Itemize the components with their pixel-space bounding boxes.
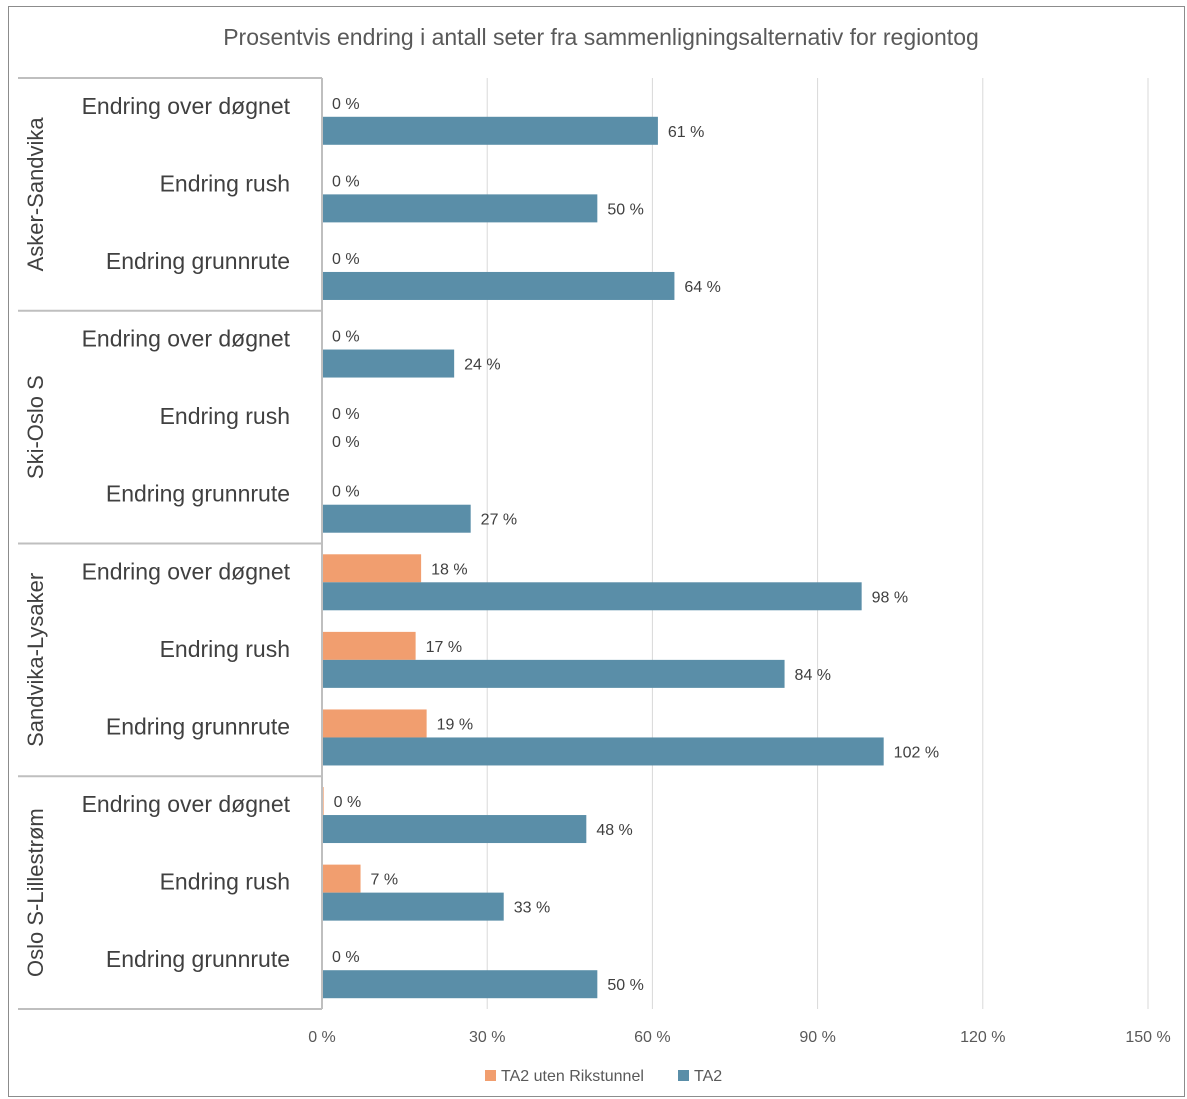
category-label: Endring grunnrute (106, 481, 290, 507)
x-tick-label: 30 % (469, 1029, 505, 1046)
data-label-ta2-uten-rikstunnel: 0 % (332, 96, 360, 113)
data-label-ta2-uten-rikstunnel: 0 % (334, 794, 362, 811)
category-label: Endring grunnrute (106, 946, 290, 972)
group-label: Ski-Oslo S (23, 375, 48, 479)
bar-ta2-uten-rikstunnel (323, 787, 324, 816)
bar-ta2 (323, 194, 598, 223)
data-label-ta2: 64 % (684, 279, 720, 296)
data-label-ta2: 98 % (872, 589, 908, 606)
data-label-ta2-uten-rikstunnel: 0 % (332, 484, 360, 501)
category-axis: Asker-Sandvika Endring over døgnet Endring… (18, 77, 323, 1010)
legend-label-ta2: TA2 (694, 1068, 722, 1085)
data-label-ta2: 50 % (607, 977, 643, 994)
x-tick-label: 0 % (308, 1029, 336, 1046)
data-label-ta2-uten-rikstunnel: 17 % (426, 639, 462, 656)
bar-ta2 (323, 737, 884, 766)
data-label-ta2: 102 % (894, 744, 939, 761)
data-label-ta2-uten-rikstunnel: 0 % (332, 949, 360, 966)
data-label-ta2: 48 % (596, 822, 632, 839)
category-label: Endring rush (160, 636, 290, 662)
chart-frame (8, 6, 1185, 1097)
category-label: Endring rush (160, 170, 290, 196)
data-label-ta2-uten-rikstunnel: 0 % (332, 406, 360, 423)
bar-ta2-uten-rikstunnel (323, 554, 422, 583)
category-label: Endring over døgnet (82, 558, 291, 584)
bars (323, 116, 884, 999)
bar-ta2 (323, 349, 455, 378)
bar-ta2 (323, 892, 504, 921)
data-label-ta2: 50 % (607, 201, 643, 218)
x-tick-label: 60 % (634, 1029, 670, 1046)
data-label-ta2-uten-rikstunnel: 0 % (332, 173, 360, 190)
category-label: Endring rush (160, 869, 290, 895)
legend-label-ta2-uten-rikstunnel: TA2 uten Rikstunnel (501, 1068, 644, 1085)
data-label-ta2-uten-rikstunnel: 7 % (371, 872, 399, 889)
x-tick-label: 120 % (960, 1029, 1005, 1046)
data-label-ta2: 33 % (514, 900, 550, 917)
data-label-ta2-uten-rikstunnel: 18 % (431, 561, 467, 578)
bar-ta2 (323, 116, 658, 145)
category-label: Endring over døgnet (82, 326, 291, 352)
x-tick-label: 90 % (799, 1029, 835, 1046)
bar-ta2-uten-rikstunnel (323, 864, 361, 893)
data-labels: 0 % 61 % 0 % 50 % 0 % 64 % 0 % 24 % 0 % 0 % 0 % 27 … (332, 96, 939, 994)
group-label: Oslo S-Lillestrøm (23, 808, 48, 977)
data-label-ta2: 0 % (332, 434, 360, 451)
x-axis-ticks: 0 % 30 % 60 % 90 % 120 % 150 % (308, 1029, 1170, 1046)
bar-ta2-uten-rikstunnel (323, 709, 427, 738)
bar-ta2 (323, 659, 785, 688)
category-label: Endring grunnrute (106, 713, 290, 739)
bar-ta2 (323, 582, 862, 611)
category-label: Endring over døgnet (82, 791, 291, 817)
group-label: Sandvika-Lysaker (23, 573, 48, 747)
data-label-ta2: 27 % (481, 512, 517, 529)
legend-swatch-ta2-uten-rikstunnel (485, 1070, 496, 1081)
x-tick-label: 150 % (1125, 1029, 1170, 1046)
data-label-ta2: 61 % (668, 124, 704, 141)
chart-title: Prosentvis endring i antall seter fra sa… (223, 24, 979, 50)
category-label: Endring over døgnet (82, 93, 291, 119)
data-label-ta2-uten-rikstunnel: 19 % (437, 716, 473, 733)
bar-ta2-uten-rikstunnel (323, 631, 416, 660)
legend-swatch-ta2 (678, 1070, 689, 1081)
data-label-ta2-uten-rikstunnel: 0 % (332, 329, 360, 346)
bar-ta2 (323, 970, 598, 999)
bar-ta2 (323, 271, 675, 300)
data-label-ta2: 24 % (464, 357, 500, 374)
bar-ta2 (323, 504, 471, 533)
category-label: Endring rush (160, 403, 290, 429)
data-label-ta2: 84 % (795, 667, 831, 684)
legend: TA2 uten Rikstunnel TA2 (485, 1068, 722, 1085)
category-label: Endring grunnrute (106, 248, 290, 274)
group-label: Asker-Sandvika (23, 117, 48, 272)
gridlines (486, 78, 1149, 1009)
bar-ta2 (323, 815, 587, 844)
data-label-ta2-uten-rikstunnel: 0 % (332, 251, 360, 268)
